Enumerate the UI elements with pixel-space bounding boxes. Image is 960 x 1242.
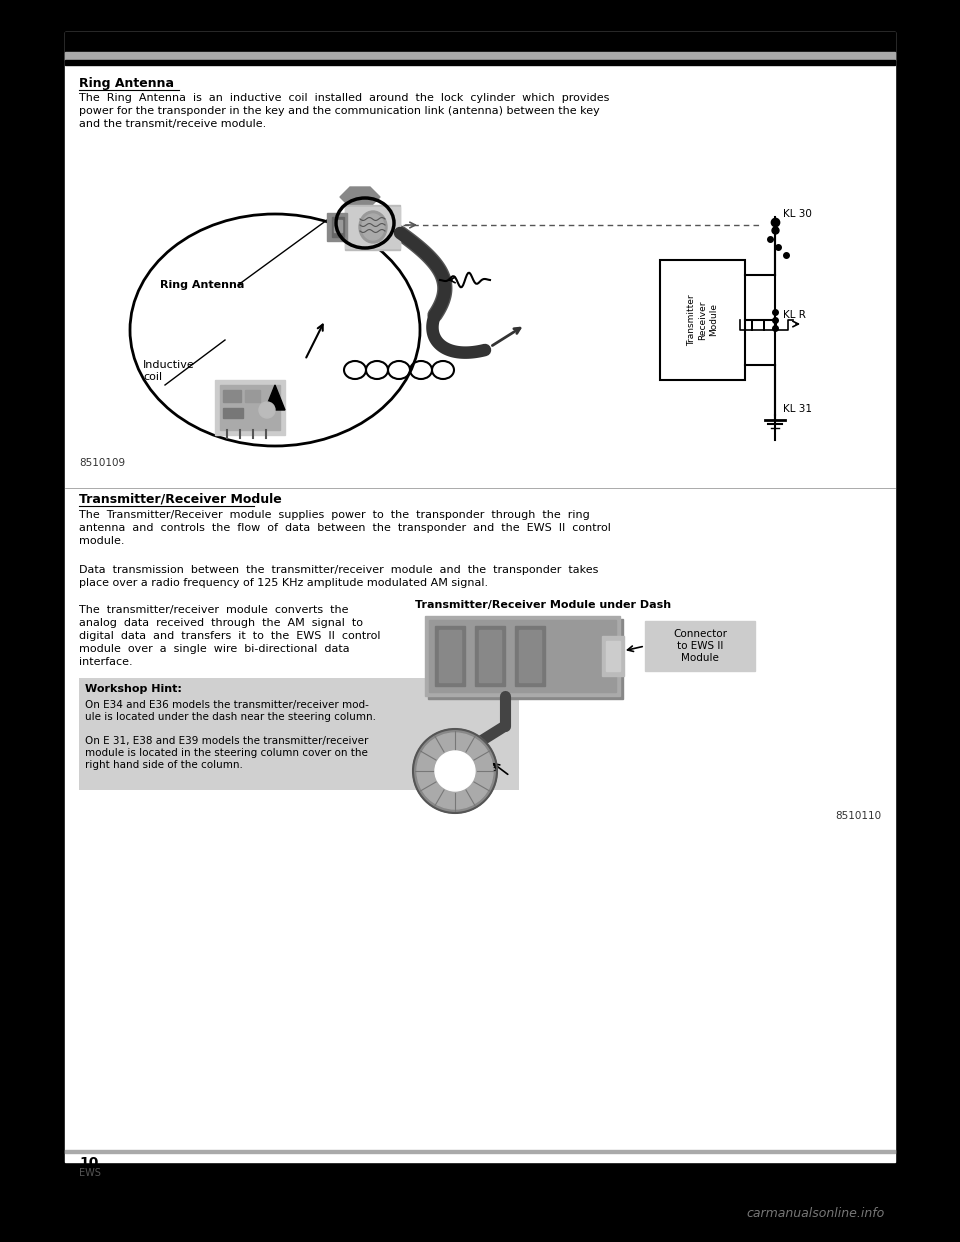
Text: On E 31, E38 and E39 models the transmitter/receiver: On E 31, E38 and E39 models the transmit… (85, 737, 369, 746)
Bar (429, 620, 616, 692)
Bar (65, 1150, 895, 1153)
Bar (435, 626, 465, 686)
Bar (425, 616, 620, 696)
Text: Ring Antenna
fits around the
Lock Cylinder: Ring Antenna fits around the Lock Cylind… (420, 751, 496, 784)
Text: Ring Antenna: Ring Antenna (79, 77, 174, 89)
Text: interface.: interface. (79, 657, 132, 667)
Bar (345, 205, 400, 250)
Text: antenna  and  controls  the  flow  of  data  between  the  transponder  and  the: antenna and controls the flow of data be… (79, 523, 611, 533)
Bar (519, 630, 541, 682)
Text: analog  data  received  through  the  AM  signal  to: analog data received through the AM sign… (79, 619, 363, 628)
Text: ule is located under the dash near the steering column.: ule is located under the dash near the s… (85, 712, 376, 722)
Bar (645, 621, 755, 671)
Bar (332, 217, 344, 237)
Text: Connector
to EWS II
Module: Connector to EWS II Module (673, 630, 727, 662)
Circle shape (259, 402, 275, 419)
Bar (345, 207, 400, 248)
Text: place over a radio frequency of 125 KHz amplitude modulated AM signal.: place over a radio frequency of 125 KHz … (79, 578, 488, 587)
Bar (65, 32, 895, 1163)
Text: KL 30: KL 30 (783, 209, 812, 219)
Text: The  Transmitter/Receiver  module  supplies  power  to  the  transponder  throug: The Transmitter/Receiver module supplies… (79, 510, 589, 520)
Bar (79, 678, 519, 790)
Bar (327, 212, 347, 241)
Circle shape (413, 729, 497, 814)
Text: Inductive: Inductive (143, 360, 195, 370)
Bar (602, 636, 624, 676)
Text: 10: 10 (79, 1156, 98, 1170)
Bar (65, 60, 895, 65)
Text: digital  data  and  transfers  it  to  the  EWS  II  control: digital data and transfers it to the EWS… (79, 631, 380, 641)
Text: module  over  a  single  wire  bi-directional  data: module over a single wire bi-directional… (79, 645, 349, 655)
Text: power for the transponder in the key and the communication link (antenna) betwee: power for the transponder in the key and… (79, 106, 600, 116)
Bar (475, 626, 505, 686)
Text: module.: module. (79, 537, 125, 546)
Bar (439, 630, 461, 682)
Bar (479, 630, 501, 682)
Bar (65, 52, 895, 60)
Bar (65, 32, 895, 52)
Bar (220, 385, 280, 430)
Text: and the transmit/receive module.: and the transmit/receive module. (79, 119, 266, 129)
Ellipse shape (359, 211, 387, 243)
Text: Data  transmission  between  the  transmitter/receiver  module  and  the  transp: Data transmission between the transmitte… (79, 565, 598, 575)
Bar (660, 260, 745, 380)
Bar (245, 390, 260, 402)
Bar (515, 626, 545, 686)
Bar (215, 380, 285, 435)
Text: coil: coil (143, 373, 162, 383)
Text: Transmitter/Receiver Module under Dash: Transmitter/Receiver Module under Dash (415, 600, 671, 610)
Text: Transmitter/Receiver Module: Transmitter/Receiver Module (79, 492, 281, 505)
Ellipse shape (362, 214, 384, 240)
Text: KL R: KL R (783, 310, 805, 320)
Text: 8510109: 8510109 (79, 458, 125, 468)
Polygon shape (265, 385, 285, 410)
Text: Workshop Hint:: Workshop Hint: (85, 684, 181, 694)
Text: right hand side of the column.: right hand side of the column. (85, 760, 243, 770)
Text: 8510110: 8510110 (835, 811, 881, 821)
Text: Ring Antenna: Ring Antenna (160, 279, 245, 289)
Text: The  Ring  Antenna  is  an  inductive  coil  installed  around  the  lock  cylin: The Ring Antenna is an inductive coil in… (79, 93, 610, 103)
Circle shape (417, 733, 493, 809)
Text: EWS: EWS (79, 1167, 101, 1177)
Bar (223, 390, 241, 402)
Polygon shape (340, 188, 380, 207)
Text: carmanualsonline.info: carmanualsonline.info (747, 1207, 885, 1220)
Circle shape (435, 751, 475, 791)
Bar (223, 409, 243, 419)
Bar (334, 220, 342, 232)
Text: module is located in the steering column cover on the: module is located in the steering column… (85, 748, 368, 758)
Text: The  transmitter/receiver  module  converts  the: The transmitter/receiver module converts… (79, 605, 348, 615)
Bar (606, 641, 620, 671)
Text: Transmitter
Receiver
Module: Transmitter Receiver Module (687, 294, 718, 345)
Text: KL 31: KL 31 (783, 404, 812, 414)
Bar (428, 619, 623, 699)
Text: On E34 and E36 models the transmitter/receiver mod-: On E34 and E36 models the transmitter/re… (85, 700, 369, 710)
